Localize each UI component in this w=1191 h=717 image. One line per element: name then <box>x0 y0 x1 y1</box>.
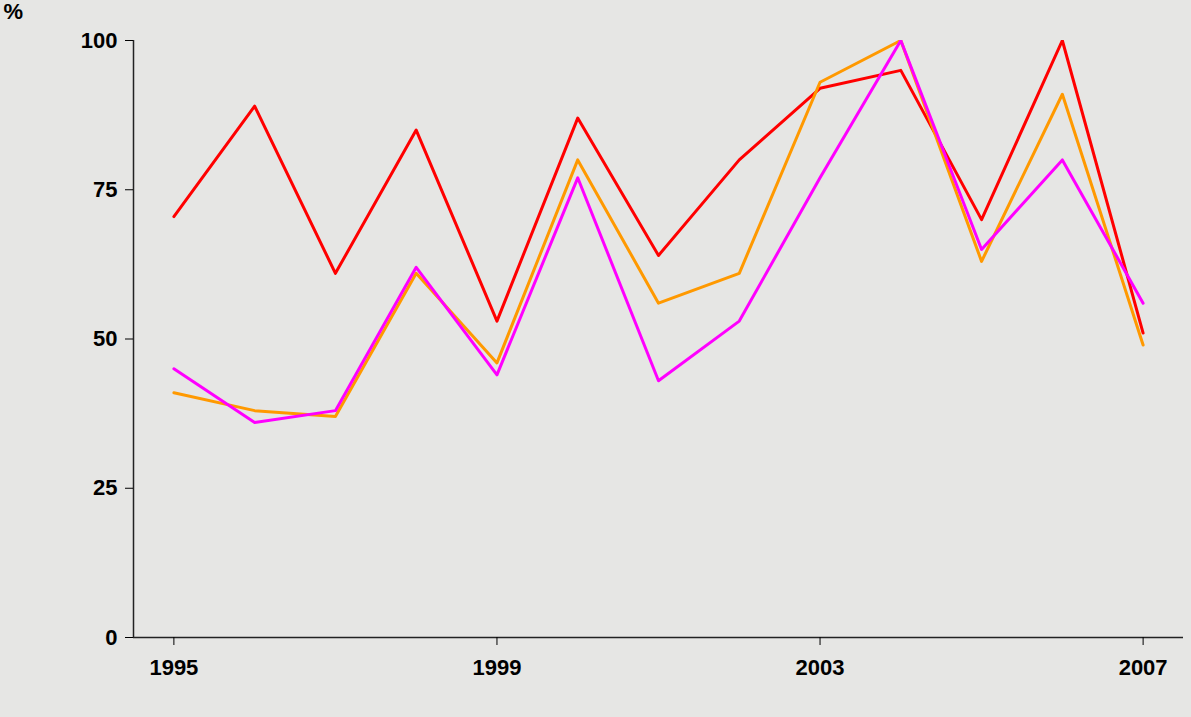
svg-text:1995: 1995 <box>149 655 198 680</box>
svg-text:50: 50 <box>93 326 117 351</box>
svg-text:0: 0 <box>105 625 117 650</box>
svg-text:2003: 2003 <box>796 655 845 680</box>
svg-text:100: 100 <box>81 28 118 53</box>
svg-text:25: 25 <box>93 475 117 500</box>
svg-text:75: 75 <box>93 177 117 202</box>
svg-text:%: % <box>4 0 24 24</box>
svg-text:1999: 1999 <box>472 655 521 680</box>
svg-text:2007: 2007 <box>1119 655 1168 680</box>
